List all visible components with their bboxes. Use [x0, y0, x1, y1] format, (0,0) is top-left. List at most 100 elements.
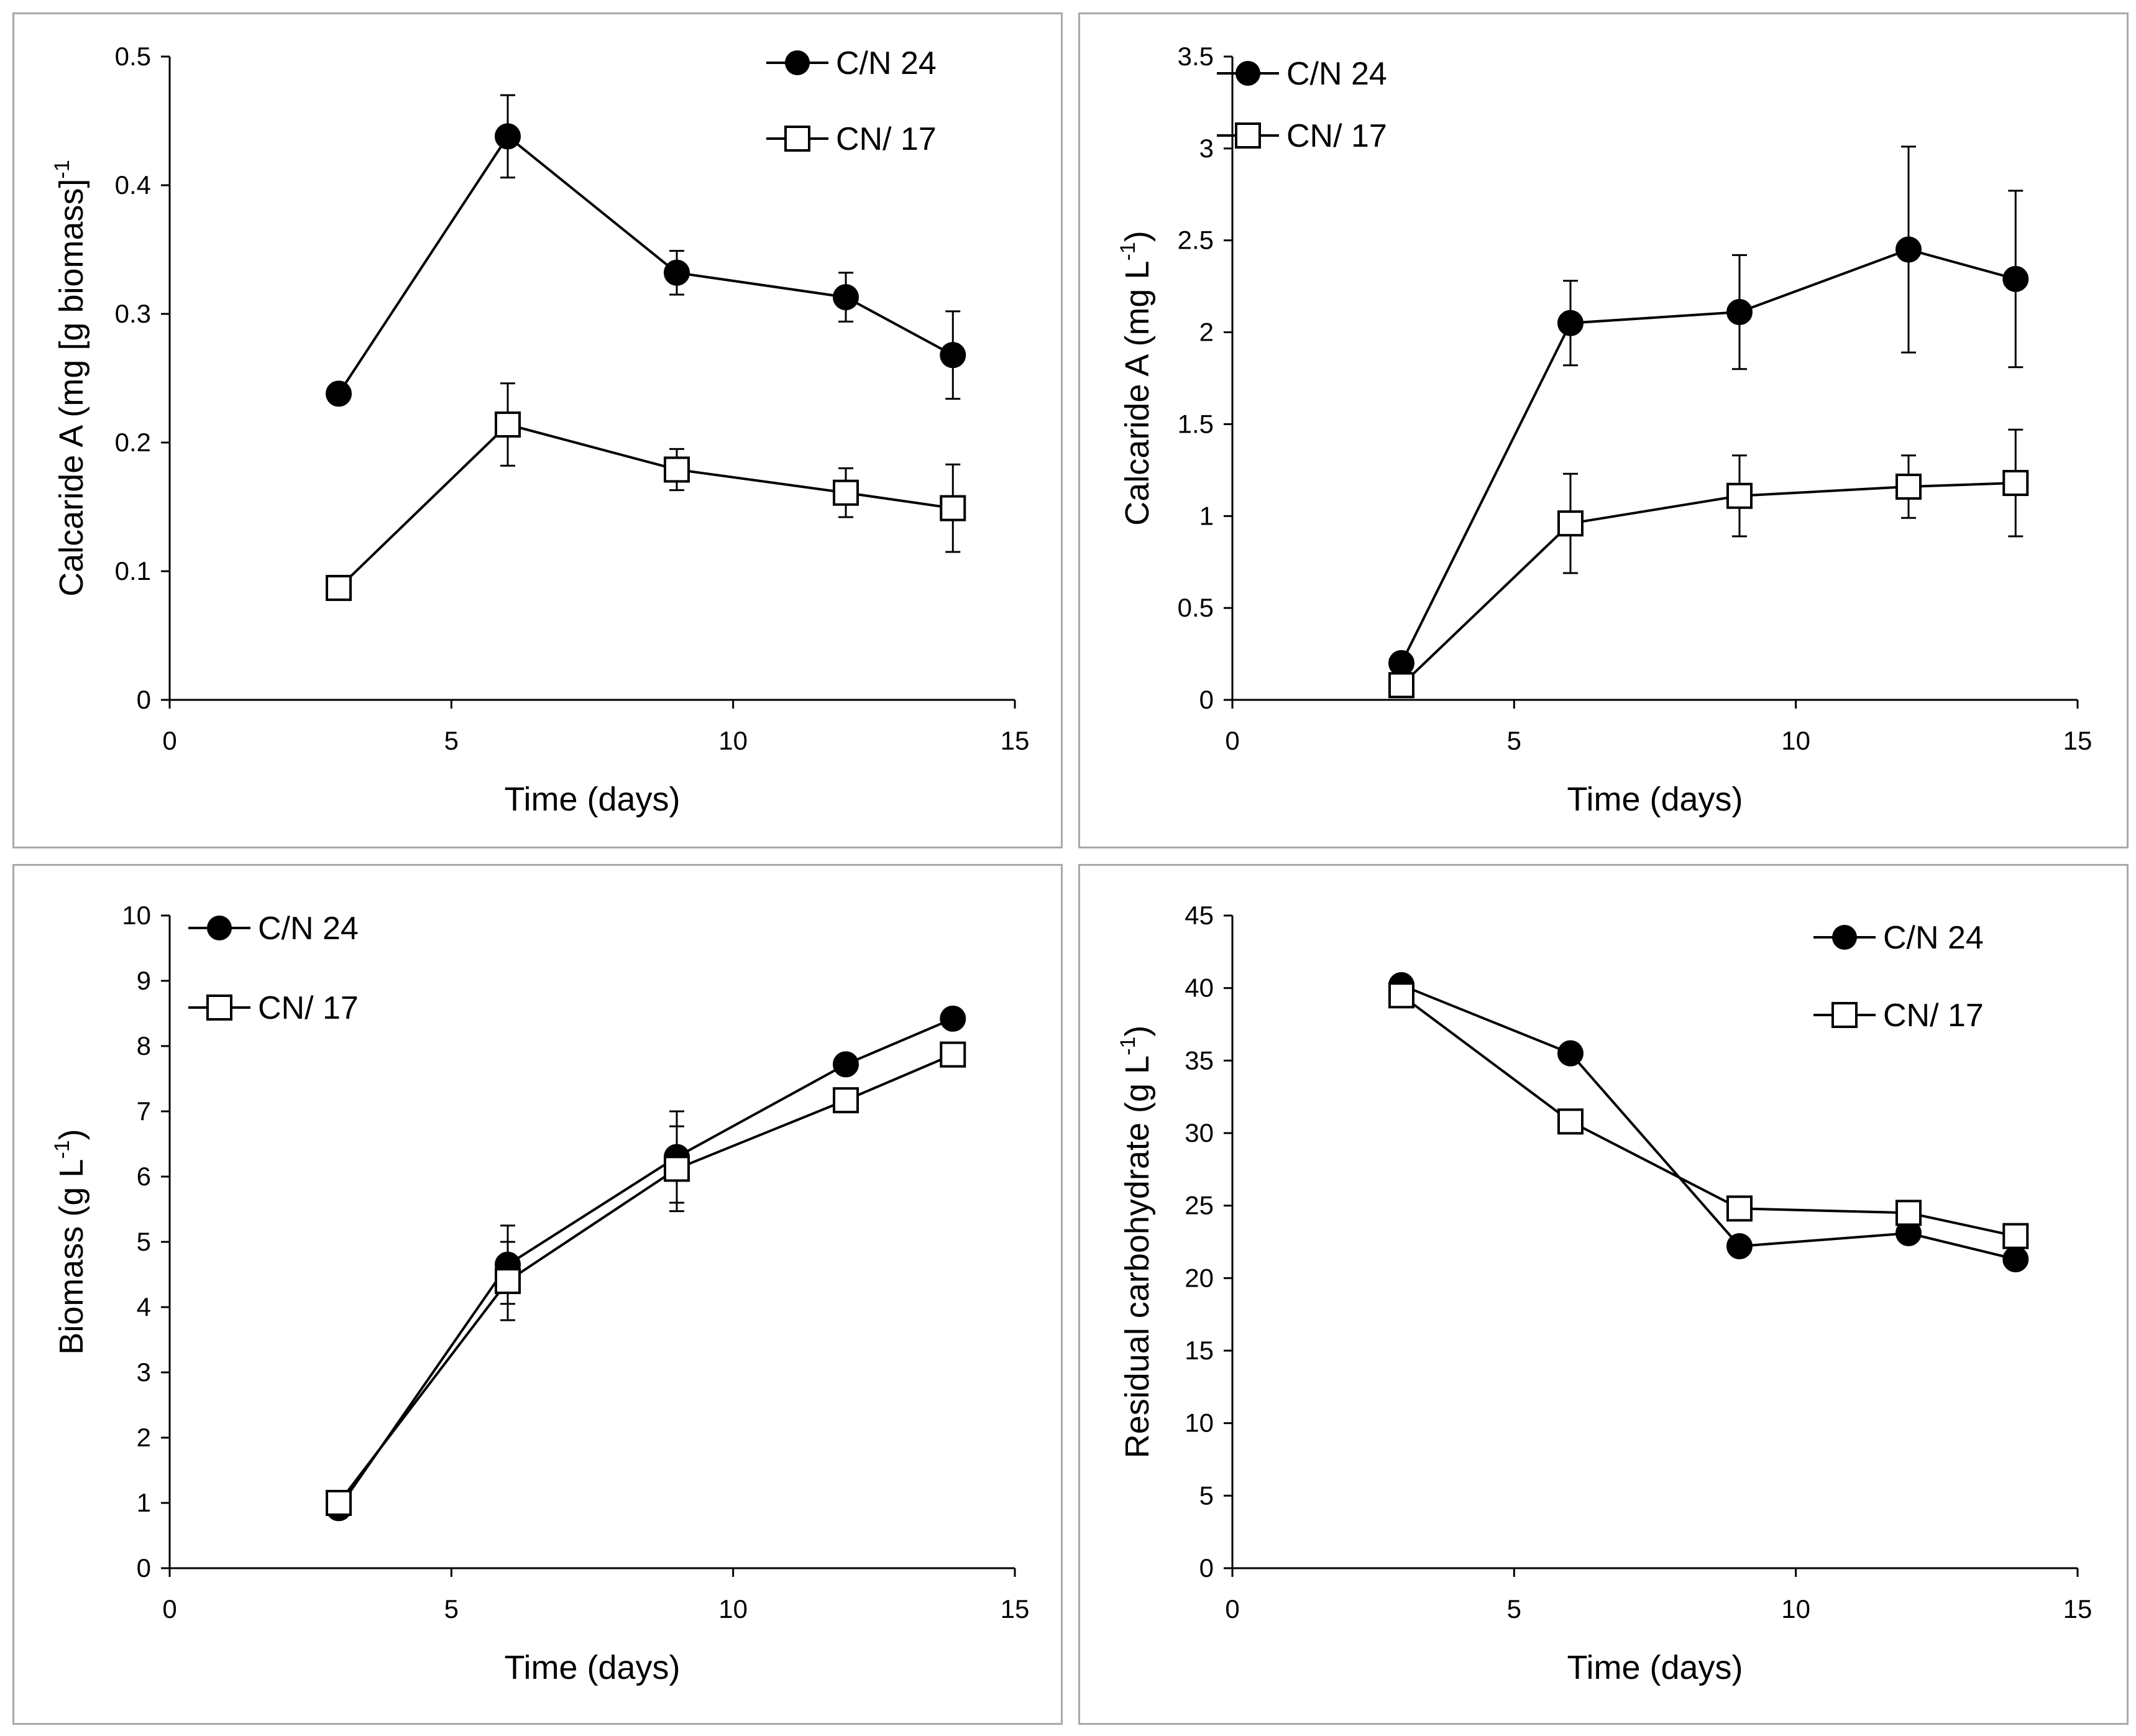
y-tick-label: 3 [137, 1357, 151, 1387]
series-cn24 [1388, 145, 2029, 676]
y-axis-title-main: Calcaride A (mg [g biomass] [53, 178, 90, 596]
data-point-circle [1388, 650, 1414, 676]
y-tick-label: 6 [137, 1162, 151, 1191]
y-axis-title: Calcaride A (mg L-1) [1116, 231, 1156, 525]
y-tick-label: 0 [137, 1553, 151, 1582]
x-tick-label: 15 [2063, 726, 2092, 755]
series-cn17 [326, 382, 966, 601]
data-point-circle [833, 284, 859, 311]
data-point-circle [1557, 1040, 1584, 1067]
legend-label: CN/ 17 [258, 990, 359, 1026]
legend-label: C/N 24 [836, 45, 937, 81]
y-tick-label: 0.2 [115, 428, 151, 457]
y-axis-title-main: Residual carbohydrate (g L [1119, 1055, 1156, 1458]
data-point-square [1557, 510, 1584, 537]
data-point-circle [2002, 265, 2029, 292]
x-tick-label: 10 [718, 726, 748, 755]
data-point-circle [1726, 299, 1753, 326]
data-point-square [2002, 1223, 2029, 1249]
data-point-circle [940, 342, 966, 369]
chart-panel-calcaride-per-litre: 0 0.5 1 1.5 2 2.5 3 3.5 0 5 10 15 Time (days) Calcari… [1078, 12, 2129, 848]
series-cn24 [326, 1005, 966, 1522]
x-tick-label: 5 [444, 726, 459, 755]
y-axis-title-superscript: -1 [50, 160, 74, 178]
data-point-circle [2002, 1246, 2029, 1272]
series-line [337, 423, 953, 589]
chart-panel-calcaride-per-biomass: 0 0.1 0.2 0.3 0.4 0.5 0 5 10 15 Time (days) Calcari… [12, 12, 1063, 848]
x-axis-title: Time (days) [1567, 1649, 1743, 1686]
series-line [337, 1053, 954, 1504]
data-point-square [326, 574, 352, 601]
data-point-square [833, 1087, 859, 1114]
y-tick-label: 9 [137, 966, 151, 995]
y-axis-title-suffix: ) [1119, 231, 1156, 242]
legend-marker-square [206, 994, 232, 1021]
data-point-circle [1895, 236, 1922, 263]
legend-entry-cn24: C/N 24 [1217, 56, 1387, 92]
y-axis-title-suffix: ) [1119, 1026, 1156, 1037]
series-cn17 [326, 1041, 966, 1516]
data-point-square [664, 456, 690, 483]
data-point-circle [1557, 310, 1584, 336]
chart-panel-residual-carbohydrate: 0 5 10 15 20 25 30 35 40 45 0 5 10 15 Time (days) Resid… [1078, 864, 2129, 1725]
legend-label: CN/ 17 [1883, 998, 1984, 1034]
y-tick-label: 7 [137, 1096, 151, 1126]
data-point-square [2002, 470, 2029, 497]
series-line [1400, 482, 2016, 686]
y-tick-label: 0 [1199, 685, 1214, 714]
x-axis-title: Time (days) [504, 781, 680, 818]
legend-entry-cn17: CN/ 17 [766, 121, 937, 157]
y-tick-label: 0.5 [1178, 593, 1214, 622]
chart-svg: 0 1 2 3 4 5 6 7 8 9 10 0 5 10 15 Time (days) Biomass (g … [50, 901, 1029, 1686]
legend-label: C/N 24 [258, 911, 359, 947]
x-tick-label: 10 [1781, 726, 1810, 755]
y-axis-title: Residual carbohydrate (g L-1) [1116, 1026, 1156, 1459]
data-point-square [1726, 1195, 1753, 1222]
legend-entry-cn24: C/N 24 [1813, 920, 1984, 956]
y-tick-label: 0.3 [115, 299, 151, 328]
y-tick-label: 0 [1199, 1553, 1214, 1582]
x-axis-title: Time (days) [1567, 781, 1743, 818]
data-point-square [1895, 1200, 1922, 1226]
y-tick-label: 1 [1199, 501, 1214, 530]
series-line [337, 134, 954, 395]
y-axis-title-superscript: -1 [50, 1140, 74, 1159]
x-tick-label: 5 [1507, 1594, 1521, 1623]
y-tick-label: 5 [1199, 1481, 1214, 1510]
legend-marker-square [1831, 1002, 1858, 1028]
y-tick-label: 5 [137, 1227, 151, 1256]
chart-svg: 0 5 10 15 20 25 30 35 40 45 0 5 10 15 Time (days) Resid… [1116, 901, 2092, 1686]
y-tick-label: 30 [1185, 1118, 1214, 1147]
y-axis-title-superscript: -1 [1116, 242, 1140, 260]
legend-label: C/N 24 [1286, 56, 1387, 92]
y-tick-label: 3 [1199, 134, 1214, 163]
data-point-circle [940, 1005, 966, 1032]
legend-entry-cn24: C/N 24 [766, 45, 937, 81]
legend-label: CN/ 17 [836, 121, 937, 157]
y-tick-label: 2 [137, 1423, 151, 1452]
data-point-circle [664, 259, 690, 286]
y-tick-label: 8 [137, 1031, 151, 1060]
y-tick-label: 10 [1185, 1408, 1214, 1438]
data-point-circle [326, 380, 352, 407]
y-tick-label: 3.5 [1178, 42, 1214, 71]
y-tick-label: 2 [1199, 318, 1214, 347]
legend-entry-cn17: CN/ 17 [1217, 118, 1387, 154]
y-axis-title-suffix: ) [53, 1129, 90, 1140]
y-tick-label: 1 [137, 1488, 151, 1517]
x-tick-label: 0 [1225, 726, 1239, 755]
data-point-circle [833, 1051, 859, 1078]
series-line [337, 1017, 954, 1509]
series-cn24 [326, 94, 966, 407]
legend-marker-circle [1832, 925, 1857, 950]
legend-label: C/N 24 [1883, 920, 1984, 956]
y-tick-label: 35 [1185, 1045, 1214, 1075]
x-tick-label: 10 [1781, 1594, 1810, 1623]
series-cn24 [1388, 972, 2029, 1272]
data-point-square [1388, 982, 1414, 1009]
x-tick-label: 15 [2063, 1594, 2092, 1623]
legend-entry-cn24: C/N 24 [188, 911, 359, 947]
y-tick-label: 4 [137, 1292, 151, 1321]
data-point-square [940, 495, 966, 521]
y-tick-label: 0.5 [115, 42, 151, 71]
